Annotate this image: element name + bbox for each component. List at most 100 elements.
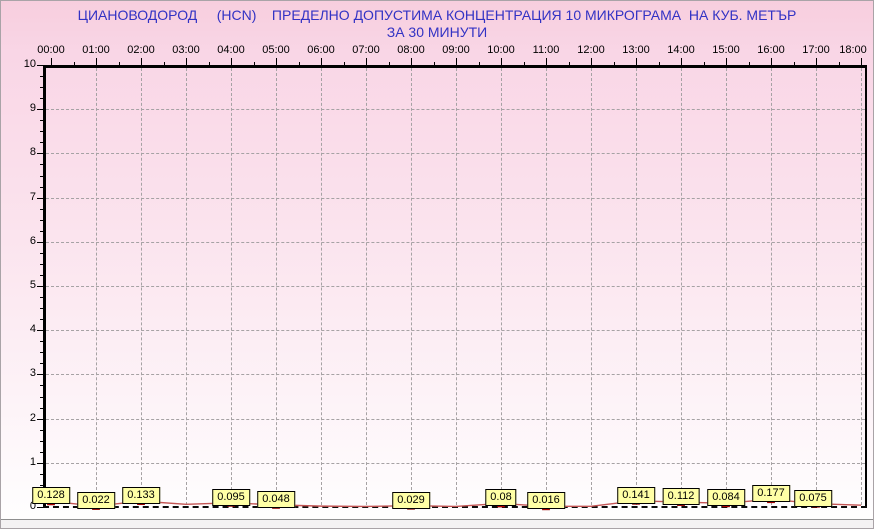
x-axis-label: 06:00 (307, 44, 335, 56)
gridline-horizontal (46, 109, 865, 111)
y-axis-minor-tick (40, 219, 43, 221)
x-axis-label: 17:00 (802, 44, 830, 56)
x-axis-minor-tick (838, 62, 840, 65)
y-axis-minor-tick (40, 274, 43, 276)
x-axis-minor-tick (388, 62, 390, 65)
y-axis-minor-tick (40, 87, 43, 89)
y-axis-minor-tick (40, 429, 43, 431)
point-value-label: 0.075 (794, 489, 832, 507)
x-axis-tick (411, 58, 412, 65)
y-axis-minor-tick (40, 297, 43, 299)
point-value-label: 0.133 (122, 487, 160, 505)
x-axis-tick (816, 58, 817, 65)
gridline-horizontal (46, 197, 865, 199)
y-axis-minor-tick (40, 175, 43, 177)
x-axis-tick (231, 58, 232, 65)
y-axis-label: 2 (29, 411, 36, 424)
point-value-label: 0.095 (212, 488, 250, 506)
x-axis-label: 05:00 (262, 44, 290, 56)
y-axis-tick (37, 109, 43, 111)
x-axis-minor-tick (118, 62, 120, 65)
y-axis-minor-tick (40, 208, 43, 210)
bottom-divider (1, 519, 873, 520)
page-subtitle: ЗА 30 МИНУТИ (386, 24, 488, 40)
bottom-strip (1, 520, 873, 528)
y-axis-minor-tick (40, 263, 43, 265)
y-axis-label: 8 (29, 146, 36, 159)
y-axis-tick (37, 286, 43, 287)
y-axis-tick (37, 462, 43, 464)
point-value-label: 0.08 (485, 489, 517, 507)
y-axis-tick (37, 153, 43, 155)
y-axis-minor-tick (40, 396, 43, 398)
y-axis-tick (37, 65, 43, 66)
y-axis-minor-tick (40, 98, 43, 100)
x-axis-label: 09:00 (442, 44, 470, 56)
gridline-horizontal (46, 418, 865, 420)
y-axis-label: 10 (23, 58, 36, 70)
y-axis-tick (37, 241, 43, 243)
x-axis-minor-tick (343, 62, 345, 65)
y-axis-tick (37, 330, 43, 332)
gridline-horizontal (46, 286, 865, 287)
y-axis-minor-tick (40, 230, 43, 232)
y-axis-minor-tick (40, 407, 43, 409)
y-axis-minor-tick (40, 451, 43, 453)
y-axis-minor-tick (40, 76, 43, 78)
point-value-label: 0.016 (527, 492, 565, 510)
x-axis-tick (366, 58, 367, 65)
x-axis-tick (681, 58, 682, 65)
x-axis-minor-tick (433, 62, 435, 65)
gridline-horizontal (46, 462, 865, 464)
point-value-label: 0.048 (257, 490, 295, 508)
x-axis-tick (591, 58, 592, 65)
x-axis-label: 02:00 (127, 44, 155, 56)
y-axis-tick (37, 197, 43, 199)
y-axis-label: 1 (29, 455, 36, 468)
y-axis-tick (37, 418, 43, 420)
x-axis-minor-tick (793, 62, 795, 65)
point-value-label: 0.177 (752, 485, 790, 503)
plot-top-border (43, 65, 867, 68)
x-axis-minor-tick (748, 62, 750, 65)
y-axis-label: 0 (29, 500, 36, 512)
x-axis-label: 08:00 (397, 44, 425, 56)
x-axis-tick (636, 58, 637, 65)
y-axis-minor-tick (40, 484, 43, 486)
x-axis-label: 13:00 (622, 44, 650, 56)
gridline-horizontal (46, 374, 865, 376)
y-axis-minor-tick (40, 319, 43, 321)
y-axis-minor-tick (40, 363, 43, 365)
x-axis-minor-tick (253, 62, 255, 65)
y-axis-label: 9 (29, 102, 36, 115)
x-axis-minor-tick (163, 62, 165, 65)
x-axis-label: 12:00 (577, 44, 605, 56)
y-axis-minor-tick (40, 131, 43, 133)
x-axis-minor-tick (658, 62, 660, 65)
x-axis-tick (861, 58, 862, 65)
y-axis-label: 7 (29, 190, 36, 203)
y-axis-label: 5 (29, 279, 36, 291)
x-axis-tick (456, 58, 457, 65)
x-axis-label: 01:00 (82, 44, 110, 56)
y-axis-minor-tick (40, 385, 43, 387)
point-value-label: 0.084 (707, 489, 745, 507)
y-axis-minor-tick (40, 120, 43, 122)
point-value-label: 0.128 (32, 487, 70, 505)
x-axis-tick (276, 58, 277, 65)
page-title: ЦИАНОВОДОРОД (HCN) ПРЕДЕЛНО ДОПУСТИМА КО… (77, 7, 797, 23)
x-axis-tick (771, 58, 772, 65)
x-axis-label: 15:00 (712, 44, 740, 56)
x-axis-label: 04:00 (217, 44, 245, 56)
x-axis-minor-tick (523, 62, 525, 65)
point-value-label: 0.022 (77, 492, 115, 510)
x-axis-minor-tick (298, 62, 300, 65)
y-axis-minor-tick (40, 473, 43, 475)
x-axis-tick (321, 58, 322, 65)
x-axis-tick (141, 58, 142, 65)
y-axis-line (43, 65, 46, 508)
y-axis-minor-tick (40, 440, 43, 442)
x-axis-tick (501, 58, 502, 65)
